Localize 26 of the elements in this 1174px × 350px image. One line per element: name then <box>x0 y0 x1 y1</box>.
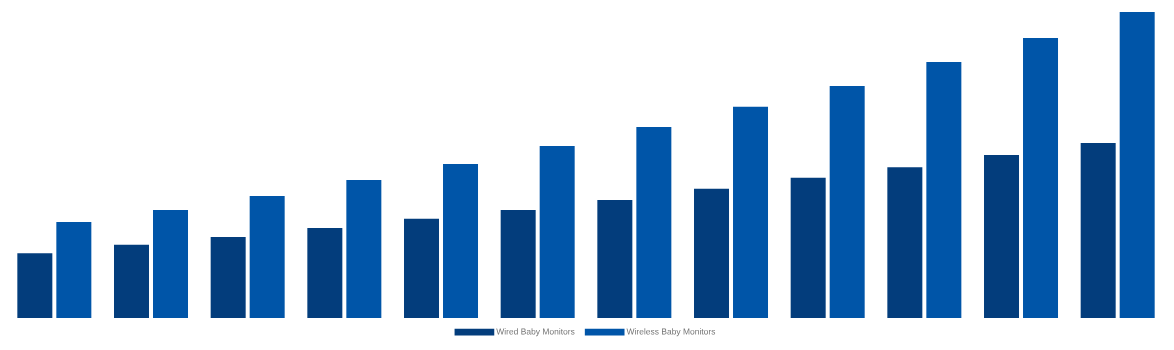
bar <box>887 167 923 318</box>
bar <box>153 209 188 318</box>
bar <box>539 146 575 318</box>
bar <box>114 244 149 318</box>
bar <box>307 228 343 318</box>
bar <box>210 236 246 318</box>
bar <box>829 86 865 318</box>
bar <box>636 127 672 318</box>
bar <box>597 199 633 318</box>
bar <box>1080 142 1116 318</box>
bar <box>733 106 769 318</box>
bar <box>500 209 536 318</box>
bar <box>790 177 826 318</box>
bar <box>404 218 440 318</box>
bar <box>346 179 382 318</box>
bar <box>1023 38 1059 318</box>
bar <box>1119 12 1155 318</box>
bar <box>56 221 92 318</box>
legend-label: Wireless Baby Monitors <box>626 328 716 337</box>
bar <box>17 253 53 318</box>
bar <box>694 188 730 318</box>
bar <box>443 164 479 318</box>
bar <box>249 195 285 318</box>
bar <box>984 154 1020 318</box>
bar <box>926 61 962 318</box>
legend-label: Wired Baby Monitors <box>496 328 575 337</box>
